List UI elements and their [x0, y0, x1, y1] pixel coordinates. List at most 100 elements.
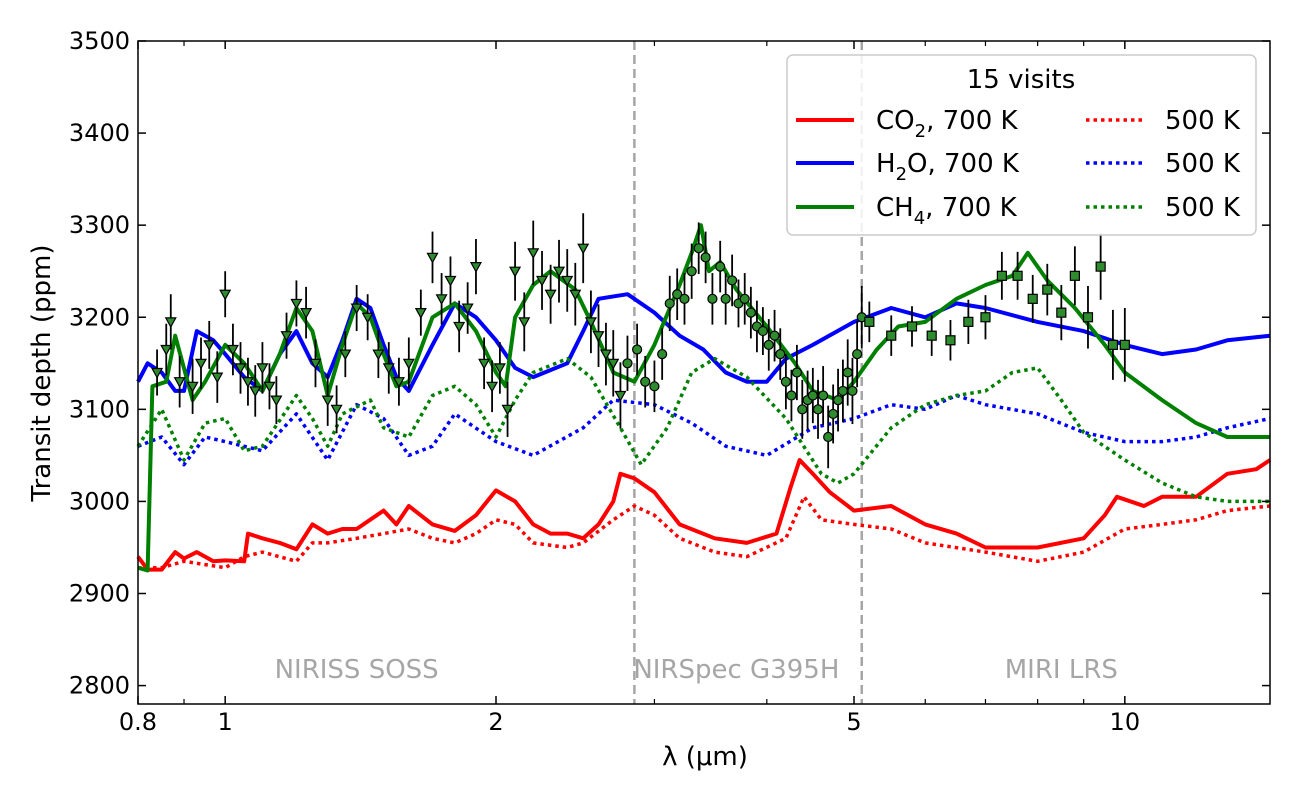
series-line-1 [136, 458, 1272, 572]
series-line-6 [136, 356, 1270, 504]
data-point-square [1119, 339, 1130, 350]
data-point-triangle [164, 317, 177, 329]
data-point-circle [715, 261, 726, 272]
data-point-triangle [469, 262, 482, 273]
data-point-circle [847, 385, 858, 397]
x-tick-label: 10 [1110, 708, 1141, 736]
data-point-triangle [569, 289, 582, 301]
data-point-circle [700, 252, 711, 263]
data-point-triangle [203, 340, 216, 352]
legend-title: 15 visits [967, 65, 1075, 95]
data-point-triangle [151, 367, 164, 379]
data-point-triangle [280, 331, 293, 342]
data-point-circle [672, 289, 683, 300]
y-tick-label: 2900 [69, 580, 130, 608]
instrument-label: MIRI LRS [1005, 655, 1118, 685]
data-point-triangle [614, 390, 627, 402]
series-line-2 [138, 495, 1271, 570]
data-point-circle [797, 404, 808, 415]
data-point-circle [769, 330, 780, 341]
legend-box [786, 54, 1257, 236]
legend-species-rest: O [907, 149, 927, 179]
data-point-triangle [270, 395, 283, 407]
y-tick-label: 3300 [69, 211, 130, 239]
data-point-triangle [527, 248, 540, 260]
data-point-square [1042, 284, 1053, 295]
data-point-triangle [414, 308, 427, 319]
data-point-circle [693, 243, 704, 254]
y-tick-label: 3200 [69, 303, 130, 331]
instrument-boundaries [633, 41, 863, 704]
x-tick-label: 0.8 [119, 708, 157, 736]
x-tick-label: 5 [846, 708, 861, 736]
legend-species: H [876, 149, 896, 179]
data-point-circle [632, 344, 643, 355]
data-point-circle [686, 266, 697, 277]
legend-label-text: 500 K [1165, 149, 1241, 179]
data-point-triangle [592, 331, 605, 342]
data-point-circle [757, 325, 768, 337]
data-point-triangle [453, 321, 466, 333]
instrument-label: NIRSpec G395H [633, 655, 839, 685]
legend-label-text: 500 K [1165, 106, 1241, 136]
y-tick-label: 3500 [69, 27, 130, 55]
data-point-circle [828, 408, 839, 420]
data-point-triangle [186, 381, 199, 393]
data-point-square [886, 330, 897, 341]
data-point-triangle [290, 298, 303, 310]
data-point-triangle [211, 372, 224, 384]
data-point-triangle [461, 303, 474, 315]
data-point-triangle [435, 294, 448, 306]
data-point-triangle [426, 252, 439, 264]
legend-species: CH [876, 193, 914, 223]
data-point-circle [775, 348, 786, 360]
data-point-triangle [234, 363, 247, 375]
legend-label-1: CO2, 700 K [876, 106, 1018, 142]
legend-label-6: 500 K [1165, 193, 1241, 223]
legend-label-text: 500 K [1165, 193, 1241, 223]
data-point-triangle [552, 266, 566, 278]
y-tick-label: 2800 [69, 672, 130, 700]
data-point-square [1027, 293, 1038, 304]
y-axis-title: Transit depth (ppm) [27, 245, 57, 503]
data-point-triangle [493, 363, 506, 375]
data-point-circle [664, 298, 675, 309]
data-point-triangle [339, 349, 352, 361]
instrument-labels: NIRISS SOSS NIRSpec G395H MIRI LRS [275, 655, 1118, 685]
data-point-triangle [330, 404, 343, 416]
data-point-triangle [509, 266, 522, 278]
legend-label-3: CH4, 700 K [876, 193, 1018, 229]
plot-frame [137, 40, 1271, 705]
y-tick-label: 3400 [69, 119, 130, 147]
data-point-circle [837, 385, 849, 397]
data-point-triangle [577, 243, 590, 255]
data-point-square [996, 270, 1007, 281]
data-point-triangle [309, 358, 322, 370]
data-point-circle [807, 390, 818, 401]
data-point-triangle [300, 308, 313, 319]
data-point-triangle [501, 404, 514, 416]
legend-temp: , 700 K [927, 149, 1019, 179]
data-point-triangle [361, 312, 374, 324]
data-point-triangle [478, 358, 491, 370]
data-point-circle [622, 358, 633, 369]
data-point-triangle [382, 363, 395, 375]
data-point-circle [791, 367, 802, 378]
legend-temp: , 700 K [925, 193, 1017, 223]
data-point-square [1012, 270, 1023, 281]
data-point-circle [818, 390, 829, 401]
legend-temp: , 700 K [926, 106, 1018, 136]
data-point-circle [852, 348, 863, 360]
data-point-square [980, 312, 991, 323]
data-point-square [864, 316, 875, 327]
data-point-triangle [173, 377, 186, 388]
data-point-triangle [219, 289, 232, 301]
data-point-square [926, 330, 937, 341]
data-point-circle [745, 307, 756, 318]
legend-label-5: 500 K [1165, 149, 1241, 179]
data-point-triangle [160, 344, 173, 356]
legend-label-2: H2O, 700 K [876, 149, 1020, 185]
data-point-triangle [599, 349, 612, 361]
data-point-triangle [256, 363, 269, 375]
legend-species: CO [876, 106, 915, 136]
